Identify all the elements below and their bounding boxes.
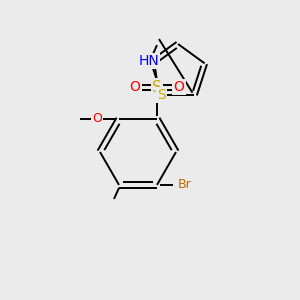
Text: Br: Br xyxy=(178,178,192,191)
Text: O: O xyxy=(130,80,140,94)
Text: O: O xyxy=(174,80,184,94)
Text: O: O xyxy=(92,112,102,124)
Text: S: S xyxy=(152,80,162,94)
Text: S: S xyxy=(157,88,166,102)
Text: HN: HN xyxy=(139,54,159,68)
